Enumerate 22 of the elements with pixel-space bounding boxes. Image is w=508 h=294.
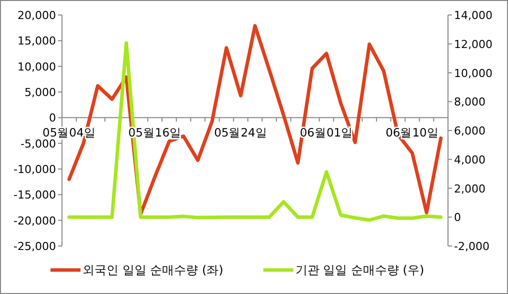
y-tick-label: -20,000 [14, 214, 56, 228]
y-tick-label: 5,000 [24, 86, 56, 99]
y-tick-label: -25,000 [14, 240, 56, 253]
legend-label: 외국인 일일 순매수량 (좌) [82, 263, 224, 277]
y2-tick-label: 14,000 [454, 9, 492, 22]
y2-tick-label: 8,000 [454, 96, 486, 109]
y2-tick-label: 0 [454, 211, 461, 224]
y-tick-label: -15,000 [14, 188, 56, 202]
y2-tick-label: 12,000 [454, 38, 492, 51]
y2-tick-label: 2,000 [454, 182, 486, 196]
y-tick-label: -10,000 [14, 163, 56, 176]
y-tick-label: 10,000 [18, 60, 56, 74]
y2-tick-label: 6,000 [454, 124, 486, 138]
y-tick-label: 15,000 [18, 34, 56, 48]
x-tick-label: 05월24일 [214, 126, 268, 140]
y2-tick-label: 10,000 [454, 66, 492, 80]
y-tick-label: 20,000 [18, 9, 56, 22]
y-tick-label: -5,000 [20, 137, 56, 150]
legend-label: 기관 일일 순매수량 (우) [295, 263, 424, 277]
y2-tick-label: 4,000 [454, 153, 486, 166]
y-tick-label: 0 [49, 112, 56, 125]
y2-tick-label: -2,000 [454, 240, 490, 253]
